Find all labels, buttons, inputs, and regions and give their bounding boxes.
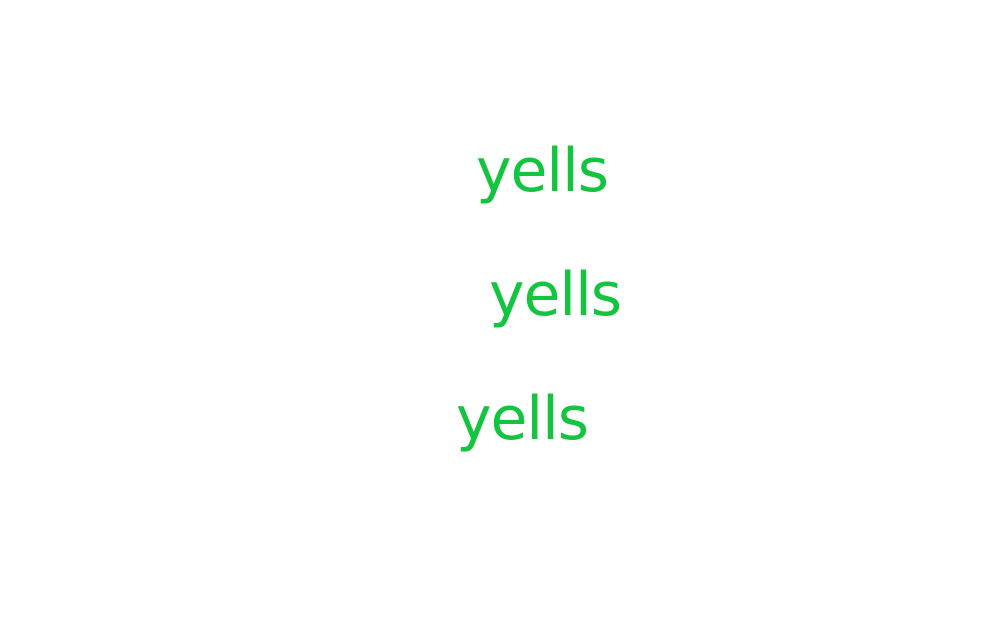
word-1: yells [476, 136, 609, 206]
word-2: yells [489, 260, 622, 330]
word-3: yells [456, 384, 589, 454]
